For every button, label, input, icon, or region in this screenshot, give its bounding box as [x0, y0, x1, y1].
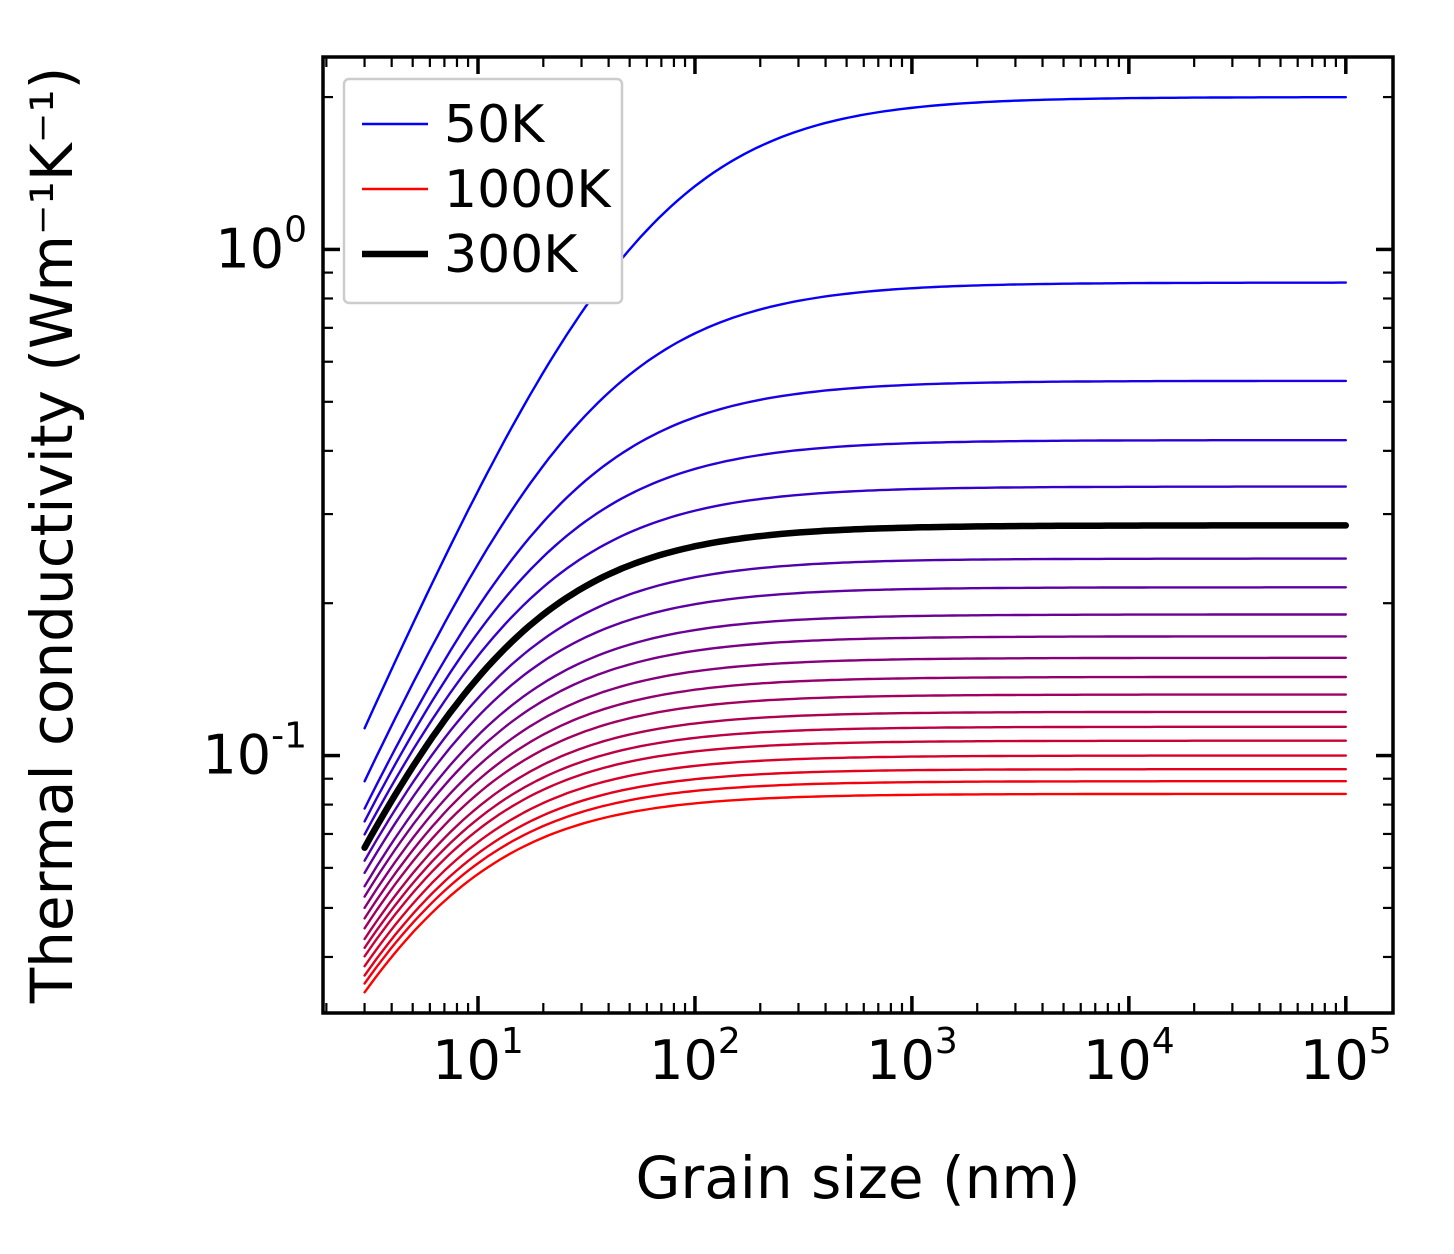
series-line-850K — [363, 754, 1348, 968]
legend-entry: 300K — [362, 225, 579, 285]
series-line-1000K — [363, 792, 1348, 994]
series-line-700K — [363, 710, 1348, 941]
series-line-400K — [363, 586, 1348, 875]
legend-label: 50K — [444, 95, 546, 155]
series-line-800K — [363, 739, 1348, 958]
series-line-50K — [363, 95, 1348, 730]
series-line-300K — [361, 522, 1350, 851]
legend-label: 300K — [444, 225, 579, 285]
series-line-650K — [363, 693, 1348, 930]
x-tick-label: 105 — [1300, 1021, 1392, 1092]
series-line-950K — [363, 780, 1348, 985]
series-line-250K — [363, 485, 1348, 836]
legend-label: 1000K — [444, 160, 612, 220]
x-tick-label: 104 — [1083, 1021, 1175, 1092]
x-tick-label: 102 — [649, 1021, 741, 1092]
series-line-550K — [363, 656, 1348, 910]
series-layer — [361, 95, 1350, 994]
y-tick-label: 10-1 — [202, 716, 307, 787]
series-line-500K — [363, 635, 1348, 898]
series-line-450K — [363, 613, 1348, 888]
plot-spines — [321, 55, 1395, 1015]
y-tick-label: 100 — [215, 209, 307, 280]
x-axis-label: Grain size (nm) — [635, 1144, 1080, 1212]
legend-entry: 1000K — [362, 160, 612, 220]
axes-layer: 101 102 103 104 105 10-1 100 — [202, 55, 1395, 1092]
series-line-600K — [363, 675, 1348, 920]
series-line-200K — [363, 439, 1348, 823]
series-line-750K — [363, 725, 1348, 949]
series-line-900K — [363, 768, 1348, 977]
series-line-350K — [363, 557, 1348, 862]
legend-entry: 50K — [362, 95, 546, 155]
series-line-100K — [363, 281, 1348, 783]
series-line-150K — [363, 379, 1348, 810]
x-tick-label: 101 — [432, 1021, 524, 1092]
legend-box — [342, 77, 624, 305]
y-axis-label: Thermal conductivity (Wm⁻¹K⁻¹) — [18, 67, 86, 1005]
x-tick-label: 103 — [866, 1021, 958, 1092]
